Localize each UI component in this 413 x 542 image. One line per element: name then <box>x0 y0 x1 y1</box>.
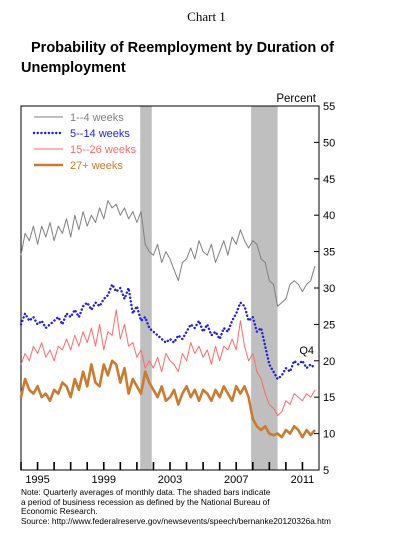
y-axis: 5 10 15 20 25 30 35 40 45 50 55 <box>314 101 335 477</box>
series-line-4 <box>19 359 316 439</box>
recession-bars <box>140 106 278 470</box>
chart-label: Chart 1 <box>187 9 226 24</box>
x-axis: 1995 1999 2003 2007 2011 <box>20 462 315 486</box>
series-line-2 <box>19 283 317 381</box>
chart-title-line-1: Probability of Reemployment by Duration … <box>31 40 334 56</box>
note-line-3: Economic Research. <box>21 506 98 517</box>
annotation-q4: Q4 <box>299 345 314 357</box>
series-lines <box>19 200 317 439</box>
legend-label-1: 1--4 weeks <box>70 112 124 124</box>
y-tick-label-15: 15 <box>323 392 335 404</box>
legend-label-3: 15--26 weeks <box>70 144 137 156</box>
recession-bar-2 <box>251 106 278 470</box>
legend-label-2: 5--14 weeks <box>70 128 130 140</box>
chart-title: Probability of Reemployment by Duration … <box>21 38 381 78</box>
chart-title-line-2: Unemployment <box>21 60 126 76</box>
x-tick-label-1999: 1999 <box>92 474 116 486</box>
y-tick-label-40: 40 <box>323 210 335 222</box>
y-tick-label-55: 55 <box>323 101 335 113</box>
series-line-3 <box>20 309 316 416</box>
y-tick-label-50: 50 <box>323 137 335 149</box>
y-tick-label-30: 30 <box>323 283 335 295</box>
chart-notes: Note: Quarterly averages of monthly data… <box>21 487 411 526</box>
y-tick-label-5: 5 <box>323 465 329 477</box>
recession-bar-1 <box>140 106 152 470</box>
source-line: Source: http://www.federalreserve.gov/ne… <box>21 515 331 526</box>
y-tick-label-10: 10 <box>323 429 335 441</box>
y-axis-label: Percent <box>276 93 316 105</box>
legend: 1--4 weeks 5--14 weeks 15--26 weeks 27+ wee… <box>32 112 137 172</box>
note-line-2: a period of business recession as define… <box>21 496 270 507</box>
series-line-1 <box>20 200 316 307</box>
x-tick-label-2003: 2003 <box>158 474 182 486</box>
legend-label-4: 27+ weeks <box>70 160 123 172</box>
y-tick-label-45: 45 <box>323 174 335 186</box>
x-tick-label-2011: 2011 <box>291 474 315 486</box>
x-tick-label-1995: 1995 <box>25 474 49 486</box>
note-line-1: Note: Quarterly averages of monthly data… <box>21 487 271 497</box>
y-tick-label-25: 25 <box>323 319 335 331</box>
y-tick-label-20: 20 <box>323 356 335 368</box>
y-tick-label-35: 35 <box>323 247 335 259</box>
x-tick-label-2007: 2007 <box>224 474 248 486</box>
